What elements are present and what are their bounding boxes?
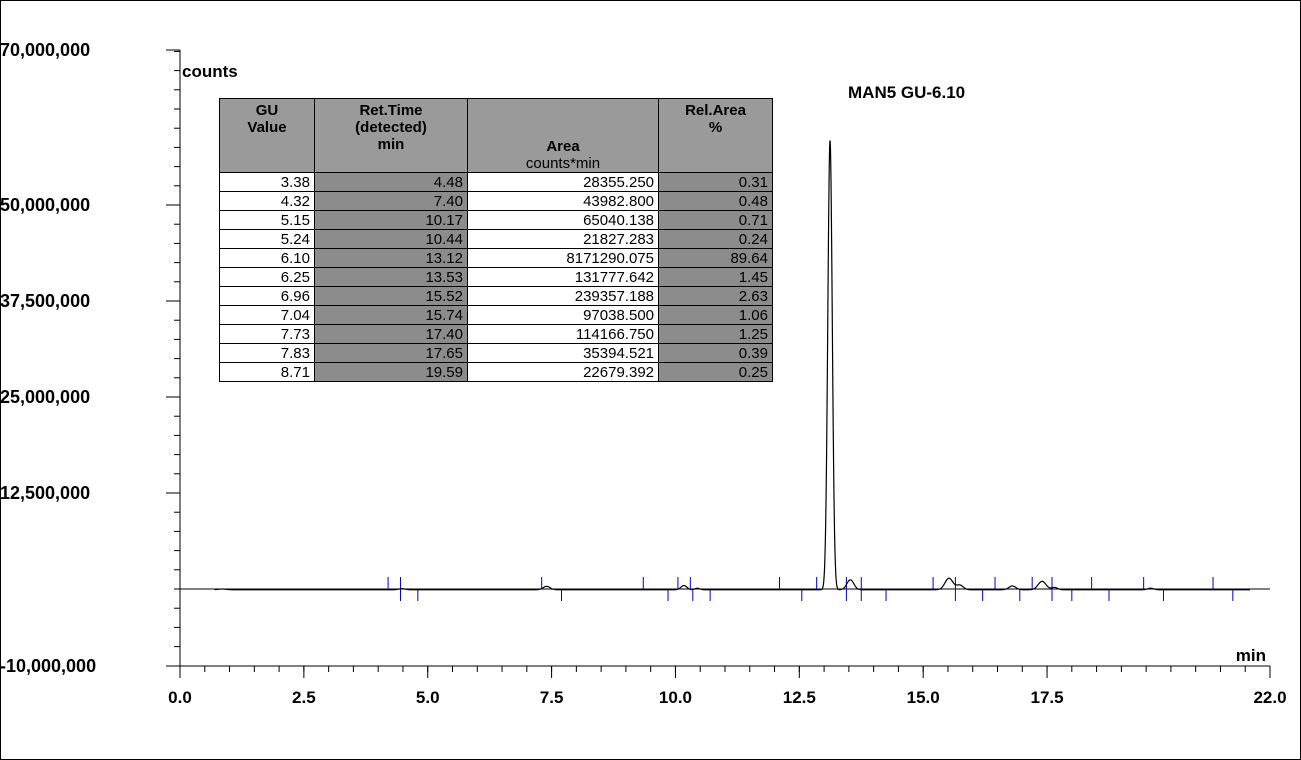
table-cell: 0.31 — [658, 172, 773, 192]
table-cell: 15.52 — [314, 286, 468, 306]
table-cell: 0.48 — [658, 191, 773, 211]
table-row: 4.32 7.40 43982.800 0.48 — [219, 191, 773, 211]
table-cell: 239357.188 — [467, 286, 659, 306]
integration-marks — [387, 577, 1234, 601]
trace — [214, 140, 1250, 591]
table-cell: 4.48 — [314, 172, 468, 192]
table-cell: 15.74 — [314, 305, 468, 325]
table-cell: 17.40 — [314, 324, 468, 344]
table-cell: 1.25 — [658, 324, 773, 344]
table-row: 5.24 10.44 21827.283 0.24 — [219, 229, 773, 249]
table-row: 6.25 13.53 131777.642 1.45 — [219, 267, 773, 287]
table-row: 6.96 15.52 239357.188 2.63 — [219, 286, 773, 306]
peak-annotation: MAN5 GU-6.10 — [848, 83, 965, 102]
table-cell: 28355.250 — [467, 172, 659, 192]
table-cell: 0.71 — [658, 210, 773, 230]
peak-table-header: Ret.Time (detected) min — [314, 98, 468, 173]
peak-table-header-unit: counts*min — [525, 155, 601, 172]
table-cell: 0.25 — [658, 362, 773, 382]
table-cell: 7.04 — [219, 305, 315, 325]
peak-table-header-row: GU Value Ret.Time (detected) min Area counts*m… — [219, 98, 773, 173]
table-cell: 2.63 — [658, 286, 773, 306]
table-cell: 4.32 — [219, 191, 315, 211]
table-cell: 13.12 — [314, 248, 468, 268]
table-row: 3.38 4.48 28355.250 0.31 — [219, 172, 773, 192]
x-axis-label: min — [1236, 646, 1266, 665]
x-tick-label: 5.0 — [416, 688, 440, 707]
x-tick-label: 12.5 — [783, 688, 816, 707]
axes — [166, 49, 1271, 678]
table-cell: 35394.521 — [467, 343, 659, 363]
x-tick-label: 22.0 — [1253, 688, 1286, 707]
table-cell: 8.71 — [219, 362, 315, 382]
table-cell: 1.45 — [658, 267, 773, 287]
table-cell: 21827.283 — [467, 229, 659, 249]
table-cell: 3.38 — [219, 172, 315, 192]
y-axis-label: counts — [182, 62, 238, 81]
table-cell: 0.24 — [658, 229, 773, 249]
y-tick-label: 50,000,000 — [0, 195, 90, 215]
table-cell: 131777.642 — [467, 267, 659, 287]
x-tick-label: 7.5 — [540, 688, 564, 707]
peak-table-header: Rel.Area% — [658, 98, 773, 173]
y-tick-label: 37,500,000 — [0, 291, 90, 311]
table-cell: 0.39 — [658, 343, 773, 363]
table-row: 7.73 17.40 114166.750 1.25 — [219, 324, 773, 344]
y-tick-label: 25,000,000 — [0, 387, 90, 407]
table-cell: 6.96 — [219, 286, 315, 306]
table-cell: 114166.750 — [467, 324, 659, 344]
table-row: 6.10 13.12 8171290.075 89.64 — [219, 248, 773, 268]
chromatogram-trace — [214, 140, 1250, 591]
table-row: 7.04 15.74 97038.500 1.06 — [219, 305, 773, 325]
table-cell: 8171290.075 — [467, 248, 659, 268]
x-tick-label: 17.5 — [1030, 688, 1063, 707]
table-row: 5.15 10.17 65040.138 0.71 — [219, 210, 773, 230]
table-cell: 13.53 — [314, 267, 468, 287]
table-cell: 6.10 — [219, 248, 315, 268]
table-cell: 10.17 — [314, 210, 468, 230]
table-cell: 97038.500 — [467, 305, 659, 325]
x-tick-label: 0.0 — [168, 688, 192, 707]
peak-table: GU Value Ret.Time (detected) min Area counts*m… — [219, 98, 773, 382]
table-row: 7.83 17.65 35394.521 0.39 — [219, 343, 773, 363]
table-cell: 7.83 — [219, 343, 315, 363]
y-tick-label: 70,000,000 — [0, 40, 90, 60]
peak-table-header: GU Value — [219, 98, 315, 173]
table-cell: 10.44 — [314, 229, 468, 249]
table-row: 8.71 19.59 22679.392 0.25 — [219, 362, 773, 382]
y-tick-label: -10,000,000 — [0, 656, 96, 676]
table-cell: 19.59 — [314, 362, 468, 382]
peak-table-body: 3.38 4.48 28355.250 0.31 4.32 7.40 43982.800 0.… — [219, 172, 773, 382]
peak-table-header: Area counts*min — [467, 98, 659, 173]
x-tick-label: 15.0 — [907, 688, 940, 707]
table-cell: 6.25 — [219, 267, 315, 287]
y-tick-label: 12,500,000 — [0, 483, 90, 503]
labels: 70,000,000 50,000,000 37,500,000 25,000,000… — [0, 40, 1287, 707]
table-cell: 5.15 — [219, 210, 315, 230]
table-cell: 89.64 — [658, 248, 773, 268]
table-cell: 7.73 — [219, 324, 315, 344]
table-cell: 7.40 — [314, 191, 468, 211]
x-tick-label: 2.5 — [292, 688, 316, 707]
table-cell: 1.06 — [658, 305, 773, 325]
table-cell: 22679.392 — [467, 362, 659, 382]
table-cell: 5.24 — [219, 229, 315, 249]
table-cell: 65040.138 — [467, 210, 659, 230]
table-cell: 17.65 — [314, 343, 468, 363]
x-tick-label: 10.0 — [659, 688, 692, 707]
table-cell: 43982.800 — [467, 191, 659, 211]
